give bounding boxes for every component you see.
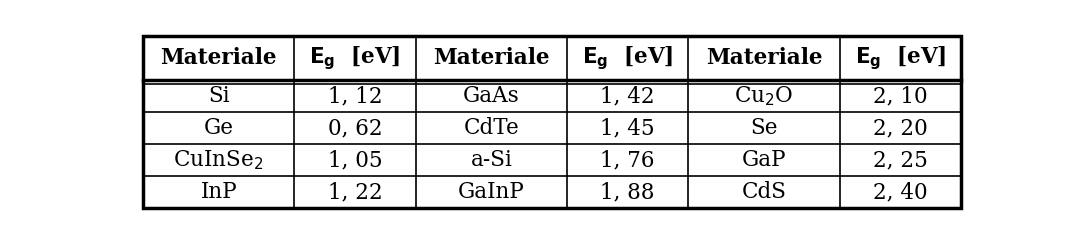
Text: 1, 05: 1, 05 bbox=[327, 149, 382, 171]
Text: Cu$_2$O: Cu$_2$O bbox=[735, 84, 794, 108]
Text: InP: InP bbox=[200, 181, 237, 203]
Text: 1, 76: 1, 76 bbox=[601, 149, 655, 171]
Text: 2, 25: 2, 25 bbox=[873, 149, 927, 171]
Text: GaP: GaP bbox=[742, 149, 786, 171]
Bar bbox=[294, 37, 416, 80]
Text: Si: Si bbox=[208, 85, 229, 107]
Text: GaAs: GaAs bbox=[463, 85, 520, 107]
Bar bbox=[688, 37, 840, 80]
Text: CuInSe$_2$: CuInSe$_2$ bbox=[173, 148, 264, 172]
Text: CdS: CdS bbox=[742, 181, 786, 203]
Text: $\mathbf{E_g}$  [eV]: $\mathbf{E_g}$ [eV] bbox=[309, 45, 401, 72]
Text: Se: Se bbox=[751, 117, 778, 139]
Bar bbox=[143, 112, 961, 144]
Bar bbox=[840, 37, 961, 80]
Text: Materiale: Materiale bbox=[705, 47, 822, 69]
Bar bbox=[143, 176, 961, 208]
Text: Ge: Ge bbox=[204, 117, 234, 139]
Text: 1, 42: 1, 42 bbox=[600, 85, 655, 107]
Bar bbox=[143, 37, 294, 80]
Text: 1, 88: 1, 88 bbox=[601, 181, 655, 203]
Text: 1, 12: 1, 12 bbox=[327, 85, 382, 107]
Text: 1, 45: 1, 45 bbox=[600, 117, 655, 139]
Text: 2, 40: 2, 40 bbox=[873, 181, 927, 203]
Text: 2, 20: 2, 20 bbox=[873, 117, 927, 139]
Text: Materiale: Materiale bbox=[433, 47, 549, 69]
Text: 1, 22: 1, 22 bbox=[327, 181, 382, 203]
Text: 2, 10: 2, 10 bbox=[873, 85, 927, 107]
Text: $\mathbf{E_g}$  [eV]: $\mathbf{E_g}$ [eV] bbox=[582, 45, 673, 72]
Text: GaInP: GaInP bbox=[458, 181, 524, 203]
Text: 0, 62: 0, 62 bbox=[327, 117, 382, 139]
Bar bbox=[143, 80, 961, 112]
Text: a-Si: a-Si bbox=[471, 149, 513, 171]
Bar bbox=[568, 37, 688, 80]
Bar bbox=[416, 37, 568, 80]
Bar bbox=[143, 144, 961, 176]
Text: CdTe: CdTe bbox=[463, 117, 519, 139]
Text: Materiale: Materiale bbox=[160, 47, 277, 69]
Text: $\mathbf{E_g}$  [eV]: $\mathbf{E_g}$ [eV] bbox=[855, 45, 946, 72]
